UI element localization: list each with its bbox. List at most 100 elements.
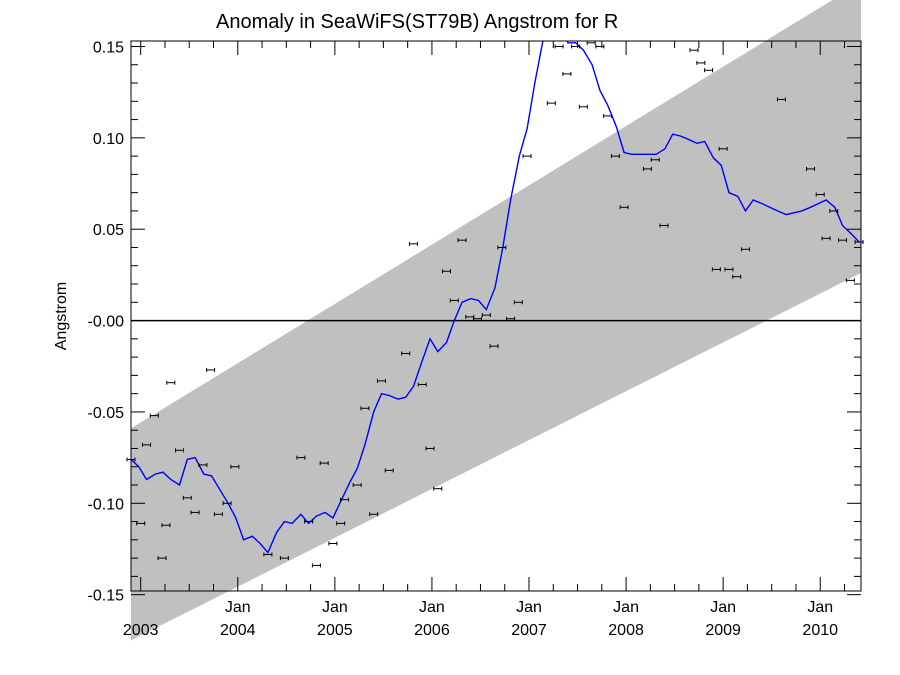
x-tick-labels: 2003 Jan 2004 Jan 2005 Jan 2006 Jan 2007 Jan 2008 J…	[123, 599, 838, 639]
x-tick-year-label: 2007	[511, 622, 547, 639]
data-point	[650, 157, 660, 162]
data-point	[304, 519, 314, 524]
chart-title: Anomaly in SeaWiFS(ST79B) Angstrom for R	[216, 11, 618, 33]
data-point	[175, 448, 185, 453]
data-point	[166, 380, 176, 385]
data-point	[821, 236, 831, 241]
data-point	[157, 556, 167, 561]
data-point	[619, 205, 629, 210]
data-point	[806, 166, 816, 171]
x-tick-year-label: 2005	[317, 622, 353, 639]
data-point	[408, 241, 418, 246]
y-tick-label: 0.10	[93, 131, 124, 148]
x-tick-month-label: Jan	[516, 599, 542, 616]
data-point	[732, 274, 742, 279]
data-point	[571, 44, 581, 49]
x-tick-month-label: Jan	[807, 599, 833, 616]
data-point	[489, 344, 499, 349]
data-point	[740, 247, 750, 252]
data-point	[433, 486, 443, 491]
data-point	[198, 462, 208, 467]
data-point	[689, 48, 699, 53]
data-point	[696, 60, 706, 65]
data-point	[704, 68, 714, 73]
data-point	[182, 495, 192, 500]
data-point	[369, 512, 379, 517]
data-point	[724, 267, 734, 272]
data-point	[595, 44, 605, 49]
axis-ticks	[131, 41, 861, 596]
data-point	[376, 378, 386, 383]
data-point	[711, 267, 721, 272]
x-tick-month-label: Jan	[613, 599, 639, 616]
x-tick-month-label: Jan	[322, 599, 348, 616]
data-point	[213, 512, 223, 517]
running-mean-series	[131, 41, 860, 554]
x-tick-month-label: Jan	[225, 599, 251, 616]
data-point	[562, 71, 572, 76]
data-point	[854, 239, 864, 244]
series-line	[131, 41, 860, 554]
data-point	[296, 455, 306, 460]
data-point	[230, 464, 240, 469]
data-point	[497, 245, 507, 250]
data-point	[384, 468, 394, 473]
y-tick-label: 0.05	[93, 222, 124, 239]
data-point	[352, 483, 362, 488]
data-point	[776, 97, 786, 102]
data-point	[642, 166, 652, 171]
data-point	[360, 406, 370, 411]
data-point	[815, 192, 825, 197]
y-tick-labels: 0.15 0.10 0.05 -0.00 -0.05 -0.10 -0.15	[88, 39, 125, 604]
data-point	[829, 208, 839, 213]
data-point	[190, 510, 200, 515]
data-point	[340, 497, 350, 502]
data-point	[336, 521, 346, 526]
data-point	[506, 316, 516, 321]
y-tick-label: -0.00	[88, 314, 125, 331]
data-point	[603, 113, 613, 118]
data-point	[546, 101, 556, 106]
data-point	[136, 521, 146, 526]
data-point	[441, 269, 451, 274]
data-point	[473, 316, 483, 321]
data-point	[838, 238, 848, 243]
data-point	[206, 367, 216, 372]
data-point	[513, 300, 523, 305]
data-point	[222, 501, 232, 506]
data-point	[279, 556, 289, 561]
data-point	[319, 461, 329, 466]
y-tick-label: -0.15	[88, 588, 125, 605]
data-point	[142, 442, 152, 447]
x-tick-year-label: 2008	[608, 622, 644, 639]
x-tick-year-label: 2003	[123, 622, 159, 639]
x-tick-year-label: 2004	[220, 622, 256, 639]
data-point	[449, 298, 459, 303]
y-axis-label: Angstrom	[53, 282, 70, 350]
data-point	[610, 154, 620, 159]
data-point	[457, 238, 467, 243]
data-point	[659, 223, 669, 228]
data-point	[481, 313, 491, 318]
data-point	[522, 154, 532, 159]
x-tick-month-label: Jan	[710, 599, 736, 616]
data-point	[554, 44, 564, 49]
data-point	[401, 351, 411, 356]
data-point	[425, 446, 435, 451]
data-point	[311, 563, 321, 568]
x-tick-year-label: 2009	[705, 622, 741, 639]
data-point	[845, 278, 855, 283]
y-tick-label: 0.15	[93, 39, 124, 56]
x-tick-year-label: 2010	[802, 622, 838, 639]
plot-frame	[130, 40, 862, 592]
data-point	[328, 541, 338, 546]
y-tick-label: -0.05	[88, 405, 125, 422]
data-point	[149, 413, 159, 418]
monthly-anomaly-points	[126, 40, 864, 568]
data-point	[718, 146, 728, 151]
data-point	[263, 552, 273, 557]
x-tick-year-label: 2006	[414, 622, 450, 639]
data-point	[161, 523, 171, 528]
x-tick-month-label: Jan	[419, 599, 445, 616]
